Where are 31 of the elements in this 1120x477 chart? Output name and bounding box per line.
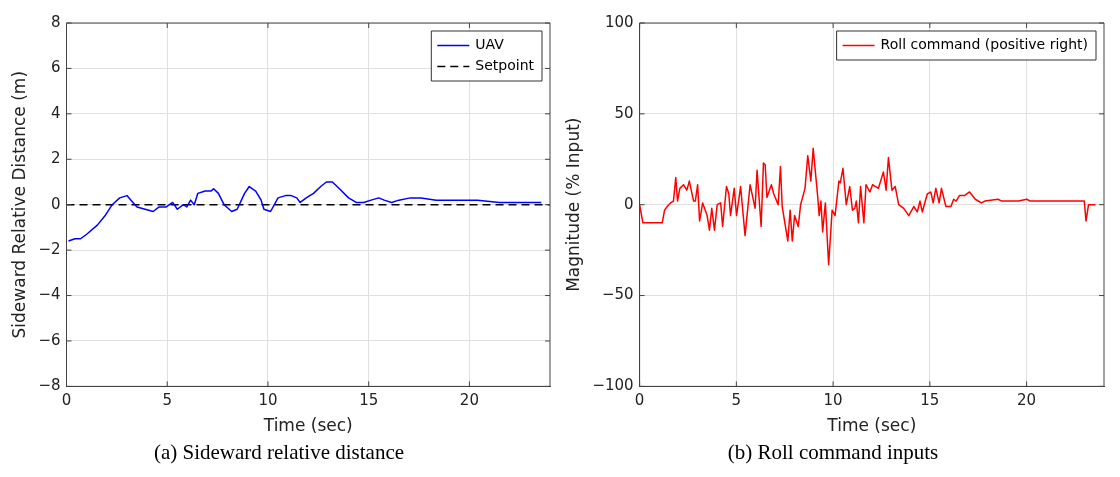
y-tick-label: −100 (592, 376, 634, 395)
text: (b) Roll command inputs (727, 439, 939, 464)
y-tick-label: −4 (38, 285, 61, 304)
y-tick-label: 0 (50, 194, 61, 213)
x-tick-label: 5 (162, 391, 173, 410)
y-tick-label: −8 (38, 376, 61, 395)
y-tick-label: −50 (601, 285, 634, 304)
x-tick-label: 10 (823, 391, 843, 410)
legend-label: Roll command (positive right) (880, 36, 1088, 53)
y-tick-label: −6 (38, 330, 61, 349)
y-tick-label: 2 (50, 149, 61, 168)
x-tick-label: 20 (1017, 391, 1037, 410)
x-tick-label: 10 (258, 391, 278, 410)
y-tick-label: 4 (50, 103, 61, 122)
x-tick-label: 15 (359, 391, 379, 410)
legend-label: UAV (475, 36, 505, 53)
x-axis-title: Time (sec) (826, 415, 917, 436)
x-tick-label: 20 (459, 391, 479, 410)
legend-label: Setpoint (475, 57, 535, 74)
y-tick-label: 50 (614, 103, 634, 122)
y-tick-label: 8 (50, 12, 61, 31)
x-tick-label: 15 (920, 391, 940, 410)
y-tick-label: −2 (38, 240, 61, 259)
y-tick-label: 6 (50, 58, 61, 77)
y-axis-title: Magnitude (% Input) (562, 117, 583, 292)
x-tick-label: 5 (731, 391, 742, 410)
y-tick-label: 100 (604, 12, 634, 31)
y-tick-label: 0 (624, 194, 634, 213)
y-axis-title: Sideward Relative Distance (m) (8, 70, 29, 339)
text: (a) Sideward relative distance (153, 439, 405, 464)
x-axis-title: Time (sec) (262, 415, 353, 436)
